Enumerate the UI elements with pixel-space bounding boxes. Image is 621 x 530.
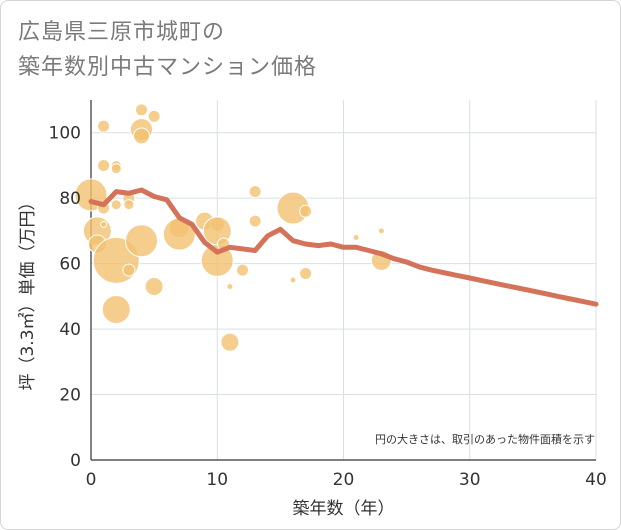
x-axis-title: 築年数（年） xyxy=(293,499,395,519)
bubble-point xyxy=(123,199,135,211)
bubble-point xyxy=(220,332,240,352)
bubble-point xyxy=(133,127,150,145)
chart-title-line1: 広島県三原市城町の xyxy=(18,20,226,45)
bubble-point xyxy=(248,185,262,199)
trend-series xyxy=(88,187,599,307)
grid-lines xyxy=(91,100,597,460)
bubble-point xyxy=(248,214,262,228)
bubble-point xyxy=(122,263,136,277)
y-tick-label: 80 xyxy=(59,189,81,209)
bubble-point xyxy=(236,263,249,277)
bubble-point xyxy=(377,227,385,235)
y-tick-label: 60 xyxy=(59,255,81,275)
x-tick-label: 30 xyxy=(459,470,481,490)
x-tick-label: 10 xyxy=(206,470,228,490)
bubble-point xyxy=(299,266,313,280)
x-tick-label: 40 xyxy=(585,470,607,490)
x-tick-label: 0 xyxy=(86,470,97,490)
bubble-point xyxy=(101,294,131,324)
trend-line xyxy=(88,187,599,307)
y-tick-label: 20 xyxy=(59,386,81,406)
chart-title: 広島県三原市城町の 築年数別中古マンション価格 xyxy=(18,15,317,85)
y-tick-label: 40 xyxy=(59,320,81,340)
bubble-point xyxy=(110,199,122,211)
y-axis-title: 坪（3.3㎡）単価（万円） xyxy=(18,193,38,390)
bubble-point xyxy=(97,119,111,133)
size-note: 円の大きさは、取引のあった物件面積を示す xyxy=(375,432,595,446)
y-tick-label: 100 xyxy=(49,124,81,144)
bubble-point xyxy=(352,233,360,241)
x-tick-label: 20 xyxy=(333,470,355,490)
bubble-point xyxy=(289,276,297,284)
bubble-point xyxy=(144,277,164,297)
tick-labels: 0 20 40 60 80 100 0 10 20 30 40 xyxy=(49,124,607,490)
bubble-point xyxy=(125,224,158,258)
bubble-point xyxy=(135,103,148,117)
bubble-point xyxy=(299,204,313,218)
bubble-point xyxy=(147,109,161,123)
bubble-point xyxy=(110,163,122,175)
axes xyxy=(90,100,596,461)
y-tick-label: 0 xyxy=(70,451,81,471)
bubble-point xyxy=(226,283,234,291)
bubble-point xyxy=(100,220,108,228)
bubble-point xyxy=(97,158,111,172)
chart-title-line2: 築年数別中古マンション価格 xyxy=(18,55,318,80)
